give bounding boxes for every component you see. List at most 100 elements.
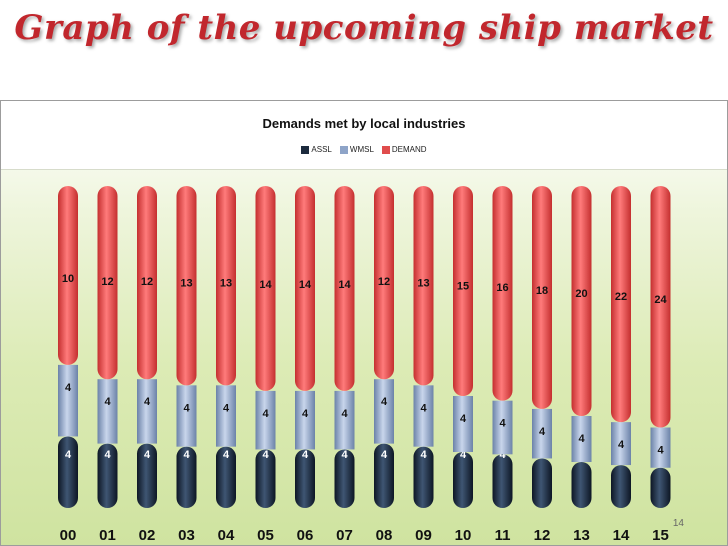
bar-assl-03 <box>176 446 197 508</box>
data-label-wmsl-14: 4 <box>618 439 625 451</box>
data-label-assl-09: 4 <box>420 449 427 461</box>
data-label-assl-11: 4 <box>499 449 506 461</box>
bar-wmsl-02 <box>137 379 157 444</box>
legend-item-assl: ASSL <box>301 145 332 154</box>
x-tick-label-02: 02 <box>139 527 156 544</box>
data-label-wmsl-06: 4 <box>302 408 309 420</box>
data-label-demand-04: 13 <box>220 278 232 290</box>
bar-wmsl-03 <box>176 385 197 447</box>
bar-assl-09 <box>413 446 434 508</box>
bar-demand-03 <box>176 186 197 386</box>
data-label-demand-12: 18 <box>536 285 548 297</box>
bar-demand-01 <box>97 186 118 380</box>
data-label-wmsl-00: 4 <box>65 382 72 394</box>
bar-assl-08 <box>374 443 394 508</box>
data-label-assl-08: 4 <box>381 449 388 461</box>
legend-item-wmsl: WMSL <box>339 145 374 154</box>
x-tick-label-05: 05 <box>257 527 274 544</box>
x-tick-label-11: 11 <box>495 527 511 544</box>
x-tick-label-00: 00 <box>60 527 77 544</box>
legend-swatch-assl <box>301 145 310 154</box>
bar-demand-15 <box>650 186 671 428</box>
data-label-demand-01: 12 <box>101 276 113 288</box>
data-label-wmsl-09: 4 <box>420 402 427 414</box>
bar-assl-01 <box>97 443 118 508</box>
legend-label-demand: DEMAND <box>391 145 427 154</box>
bar-assl-02 <box>137 443 157 508</box>
bar-demand-09 <box>413 186 434 386</box>
legend-swatch-wmsl <box>339 145 348 154</box>
bar-demand-02 <box>137 186 157 380</box>
legend-label-wmsl: WMSL <box>349 145 374 154</box>
bar-assl-06 <box>295 449 315 508</box>
data-label-demand-06: 14 <box>299 279 312 291</box>
bar-demand-05 <box>255 186 276 391</box>
bar-wmsl-04 <box>216 385 236 447</box>
bar-demand-13 <box>571 186 592 416</box>
bar-wmsl-06 <box>295 390 315 450</box>
data-label-demand-14: 22 <box>615 291 627 303</box>
data-label-wmsl-08: 4 <box>381 396 388 408</box>
x-tick-label-04: 04 <box>218 527 235 544</box>
x-tick-label-06: 06 <box>297 527 314 544</box>
data-label-assl-07: 4 <box>341 449 348 461</box>
data-label-wmsl-07: 4 <box>341 408 348 420</box>
bar-assl-07 <box>334 449 355 508</box>
bar-wmsl-15 <box>650 427 671 468</box>
data-label-wmsl-01: 4 <box>104 396 111 408</box>
data-label-assl-00: 4 <box>65 449 72 461</box>
bar-wmsl-10 <box>453 396 473 452</box>
bar-demand-12 <box>532 186 552 409</box>
bar-demand-11 <box>492 186 513 401</box>
x-tick-label-03: 03 <box>178 527 195 544</box>
data-label-demand-15: 24 <box>654 294 667 306</box>
data-label-assl-06: 4 <box>302 449 309 461</box>
x-tick-label-12: 12 <box>534 527 551 544</box>
legend-label-assl: ASSL <box>311 145 332 154</box>
bar-wmsl-05 <box>255 390 276 450</box>
bar-demand-00 <box>58 186 78 365</box>
bar-wmsl-14 <box>611 422 631 466</box>
x-tick-label-10: 10 <box>455 527 472 544</box>
bar-assl-12 <box>532 458 552 508</box>
x-tick-label-13: 13 <box>573 527 590 544</box>
data-label-demand-02: 12 <box>141 276 153 288</box>
page-number: 14 <box>672 518 684 529</box>
data-label-demand-03: 13 <box>180 278 192 290</box>
legend-item-demand: DEMAND <box>381 145 427 154</box>
bar-wmsl-00 <box>58 364 78 437</box>
chart-header: Demands met by local industries ASSL WMS… <box>1 101 727 170</box>
data-label-assl-04: 4 <box>223 449 230 461</box>
data-label-demand-07: 14 <box>338 279 351 291</box>
bar-wmsl-01 <box>97 379 118 444</box>
x-tick-label-01: 01 <box>99 527 116 544</box>
bar-assl-00 <box>58 436 78 508</box>
data-label-demand-08: 12 <box>378 276 390 288</box>
bar-assl-04 <box>216 446 236 508</box>
data-label-wmsl-03: 4 <box>183 402 190 414</box>
data-label-wmsl-13: 4 <box>578 433 585 445</box>
chart-legend: ASSL WMSL DEMAND <box>1 145 727 154</box>
bar-assl-05 <box>255 449 276 508</box>
bar-demand-04 <box>216 186 236 386</box>
data-label-wmsl-10: 4 <box>460 413 467 425</box>
slide-title: Graph of the upcoming ship market <box>14 8 714 48</box>
bar-wmsl-08 <box>374 379 394 444</box>
bar-assl-15 <box>650 467 671 508</box>
bar-demand-08 <box>374 186 394 380</box>
data-label-assl-03: 4 <box>183 449 190 461</box>
bar-wmsl-12 <box>532 408 552 459</box>
data-label-assl-10: 4 <box>460 449 467 461</box>
bar-wmsl-13 <box>571 416 592 462</box>
bar-wmsl-11 <box>492 400 513 455</box>
bar-assl-10 <box>453 452 473 508</box>
bar-assl-14 <box>611 465 631 508</box>
x-tick-label-14: 14 <box>613 527 630 544</box>
data-label-wmsl-02: 4 <box>144 396 151 408</box>
data-label-wmsl-12: 4 <box>539 426 546 438</box>
bar-assl-11 <box>492 454 513 508</box>
data-label-demand-13: 20 <box>575 288 587 300</box>
chart-title: Demands met by local industries <box>262 116 466 131</box>
data-label-demand-00: 10 <box>62 273 74 285</box>
